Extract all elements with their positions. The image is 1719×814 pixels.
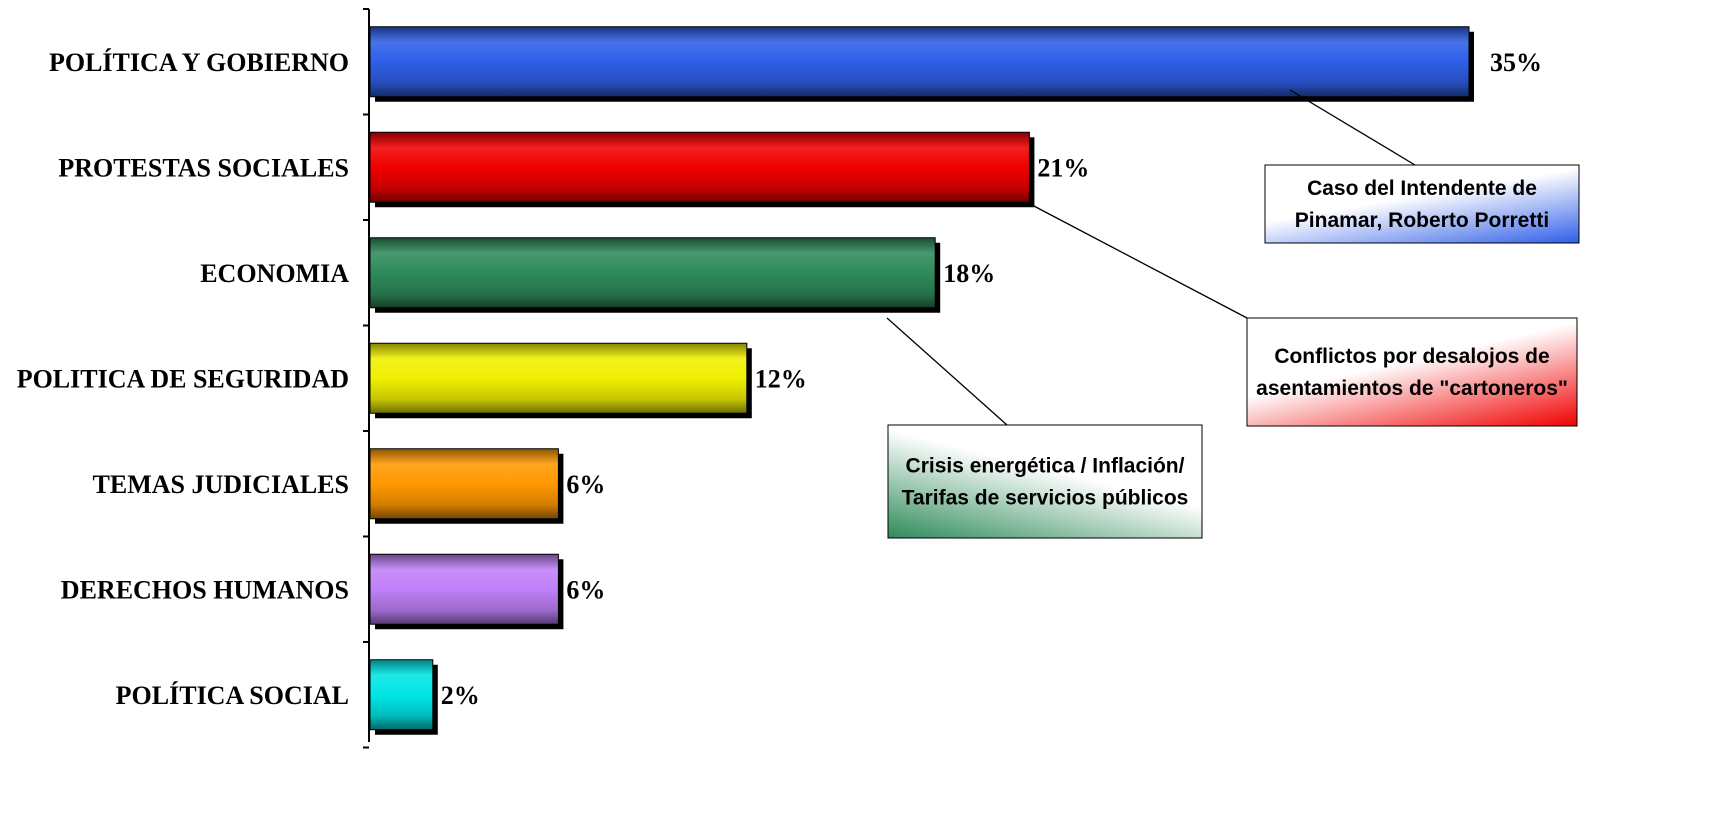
bar-protestas-sociales: [369, 131, 1030, 203]
bar-politica-social: [369, 659, 434, 731]
data-label: 6%: [566, 575, 605, 604]
callout-leader-line: [886, 317, 1008, 426]
data-label: 21%: [1037, 153, 1089, 182]
callout-text: Conflictos por desalojos de: [1274, 345, 1549, 368]
data-label: 18%: [943, 259, 995, 288]
data-label: 12%: [755, 364, 807, 393]
category-label: DERECHOS HUMANOS: [61, 575, 349, 604]
callout-economia: Crisis energética / Inflación/Tarifas de…: [886, 317, 1203, 539]
category-label: POLÍTICA Y GOBIERNO: [49, 48, 349, 77]
callout-box: [1264, 164, 1580, 244]
callout-box: [1246, 317, 1578, 427]
category-label: ECONOMIA: [200, 259, 349, 288]
bar-temas-judiciales: [369, 448, 559, 520]
bar-politica-y-gobierno: [369, 26, 1470, 98]
callout-text: Caso del Intendente de: [1307, 177, 1537, 200]
callout-leader-line: [1289, 89, 1416, 166]
bar-derechos-humanos: [369, 553, 559, 625]
callout-text: asentamientos de "cartoneros": [1256, 377, 1568, 400]
category-label: TEMAS JUDICIALES: [93, 470, 349, 499]
y-axis: [363, 8, 370, 749]
callout-leader-line: [1031, 204, 1248, 319]
data-label: 6%: [566, 470, 605, 499]
callout-protestas-sociales: Conflictos por desalojos de asentamientos…: [1031, 204, 1578, 427]
callout-text: Crisis energética / Inflación/: [906, 455, 1185, 478]
callout-politica-y-gobierno: Caso del Intendente de Pinamar, Roberto P…: [1264, 89, 1580, 244]
callout-box: [887, 424, 1203, 539]
category-label: POLITICA DE SEGURIDAD: [17, 364, 349, 393]
bar-economia: [369, 237, 936, 309]
category-label: POLÍTICA SOCIAL: [116, 681, 349, 710]
callout-text: Tarifas de servicios públicos: [902, 487, 1189, 510]
category-label: PROTESTAS SOCIALES: [58, 153, 349, 182]
callout-text: Pinamar, Roberto Porretti: [1295, 209, 1549, 232]
data-label: 35%: [1490, 48, 1542, 77]
data-label: 2%: [441, 681, 480, 710]
bar-politica-de-seguridad: [369, 342, 748, 414]
